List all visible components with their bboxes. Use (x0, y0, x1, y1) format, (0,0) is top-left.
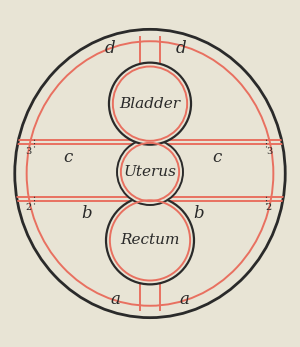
Text: c: c (212, 149, 221, 166)
Text: d: d (105, 40, 115, 57)
Circle shape (109, 63, 191, 145)
Circle shape (117, 139, 183, 205)
Text: 2: 2 (266, 203, 272, 212)
Text: b: b (81, 205, 92, 222)
Ellipse shape (15, 29, 285, 318)
Text: c: c (64, 149, 73, 166)
Text: a: a (179, 291, 189, 308)
Text: 3: 3 (26, 147, 32, 156)
Text: 3: 3 (266, 147, 272, 156)
Text: Uterus: Uterus (124, 165, 176, 179)
Text: b: b (194, 205, 204, 222)
Circle shape (106, 196, 194, 284)
Text: d: d (176, 40, 187, 57)
Text: Rectum: Rectum (120, 234, 180, 247)
Text: 2: 2 (26, 203, 32, 212)
Text: Bladder: Bladder (119, 97, 181, 111)
Text: a: a (111, 291, 121, 308)
